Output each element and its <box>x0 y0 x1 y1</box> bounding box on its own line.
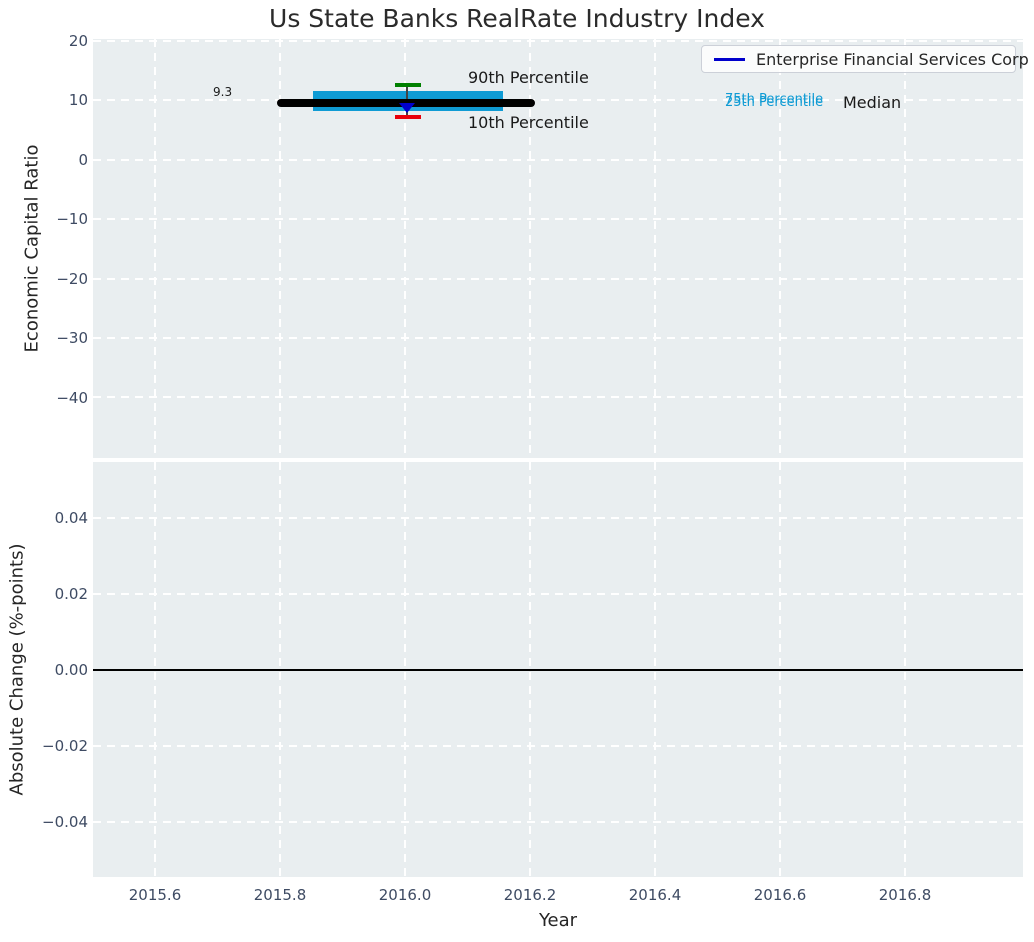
bottom-y-axis-label: Absolute Change (%-points) <box>6 543 28 796</box>
y-tick-label: −40 <box>56 389 88 407</box>
gridline <box>654 39 656 458</box>
gridline <box>93 821 1023 823</box>
legend-line-icon <box>714 57 745 61</box>
gridline <box>93 337 1023 339</box>
gridline <box>404 39 406 458</box>
gridline <box>154 39 156 458</box>
p90-label: 90th Percentile <box>468 68 589 87</box>
gridline <box>779 39 781 458</box>
bottom-plot-area <box>93 462 1023 877</box>
legend: Enterprise Financial Services Corp <box>701 45 1029 73</box>
gridline <box>93 40 1023 42</box>
p75-label: 75th Percentile <box>725 92 824 107</box>
p90-cap <box>395 83 421 87</box>
gridline <box>93 745 1023 747</box>
chart-title: Us State Banks RealRate Industry Index <box>269 4 765 33</box>
gridline <box>93 99 1023 101</box>
p10-cap <box>395 115 421 119</box>
y-tick-label: 0.04 <box>54 509 88 527</box>
y-tick-label: 0.00 <box>54 661 88 679</box>
company-marker-icon <box>399 103 415 113</box>
y-tick-label: 20 <box>68 32 88 50</box>
x-axis-label: Year <box>538 910 578 931</box>
top-y-axis-label: Economic Capital Ratio <box>21 144 43 353</box>
gridline <box>93 593 1023 595</box>
gridline <box>93 517 1023 519</box>
y-tick-label: −30 <box>56 329 88 347</box>
zero-line <box>93 669 1023 671</box>
y-tick-label: −10 <box>56 210 88 228</box>
gridline <box>904 39 906 458</box>
gridline <box>93 396 1023 398</box>
p10-label: 10th Percentile <box>468 113 589 132</box>
x-tick-label: 2015.8 <box>253 886 307 904</box>
x-tick-label: 2016.4 <box>628 886 682 904</box>
y-tick-label: −0.04 <box>42 813 88 831</box>
y-tick-label: −20 <box>56 270 88 288</box>
legend-label: Enterprise Financial Services Corp <box>756 49 1029 69</box>
x-tick-label: 2016.2 <box>503 886 557 904</box>
y-tick-label: 0 <box>78 151 88 169</box>
gridline <box>93 218 1023 220</box>
gridline <box>279 39 281 458</box>
gridline <box>529 39 531 458</box>
company-value-label: 9.3 <box>213 85 233 99</box>
gridline <box>93 159 1023 161</box>
top-plot-area: 9.3 90th Percentile 10th Percentile 75th… <box>93 39 1029 458</box>
x-tick-label: 2016.6 <box>753 886 807 904</box>
median-label: Median <box>843 93 902 112</box>
x-tick-label: 2015.6 <box>128 886 182 904</box>
y-tick-label: 0.02 <box>54 585 88 603</box>
p25-label: 25th Percentile <box>725 95 824 110</box>
y-tick-label: −0.02 <box>42 737 88 755</box>
gridline <box>93 278 1023 280</box>
y-tick-label: 10 <box>68 91 88 109</box>
x-tick-label: 2016.8 <box>878 886 932 904</box>
x-tick-label: 2016.0 <box>378 886 432 904</box>
